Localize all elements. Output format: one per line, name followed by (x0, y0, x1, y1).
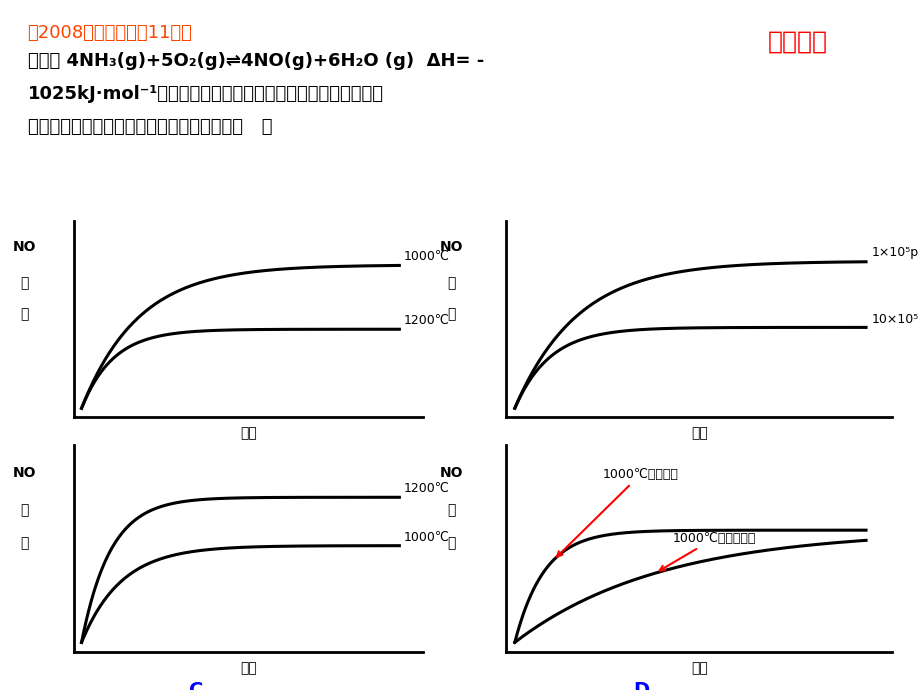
Text: 1200℃: 1200℃ (403, 482, 449, 495)
Text: 含: 含 (448, 503, 456, 517)
Text: 1000℃: 1000℃ (403, 531, 449, 544)
Text: 量: 量 (20, 307, 28, 322)
Text: B: B (633, 445, 648, 464)
Text: D: D (632, 681, 649, 690)
Text: 已知： 4NH₃(g)+5O₂(g)⇌4NO(g)+6H₂O (g)  ΔH= -: 已知： 4NH₃(g)+5O₂(g)⇌4NO(g)+6H₂O (g) ΔH= - (28, 52, 483, 70)
Text: 时间: 时间 (240, 426, 256, 440)
Text: （2008年浙江高考、11题）: （2008年浙江高考、11题） (28, 24, 192, 42)
Text: 1000℃: 1000℃ (403, 250, 449, 263)
Text: 1000℃、催化剑: 1000℃、催化剑 (557, 468, 677, 557)
Text: 含: 含 (448, 276, 456, 290)
Text: 10×10⁵pa: 10×10⁵pa (870, 313, 919, 326)
Text: 量: 量 (448, 536, 456, 550)
Text: 时间: 时间 (690, 661, 707, 675)
Text: 量: 量 (448, 307, 456, 322)
Text: NO: NO (13, 466, 37, 480)
Text: 量: 量 (20, 536, 28, 550)
Text: NO: NO (439, 466, 463, 480)
Text: 1200℃: 1200℃ (403, 315, 449, 327)
Text: 含: 含 (20, 503, 28, 517)
Text: 1×10⁵pa: 1×10⁵pa (870, 246, 919, 259)
Text: 时间: 时间 (690, 426, 707, 440)
Text: 1025kJ·mol⁻¹该反应是一个可逆反应。若反应物起始物质的量: 1025kJ·mol⁻¹该反应是一个可逆反应。若反应物起始物质的量 (28, 85, 383, 103)
Text: NO: NO (439, 241, 463, 255)
Text: 含: 含 (20, 276, 28, 290)
Text: NO: NO (13, 241, 37, 255)
Text: A: A (188, 445, 203, 464)
Text: 1000℃、无催化剑: 1000℃、无催化剑 (659, 532, 755, 571)
Text: 时间: 时间 (240, 661, 256, 675)
Text: C: C (188, 681, 203, 690)
Text: 走近高考: 走近高考 (767, 30, 827, 54)
Text: 相同，下列关于该反应的示意图不正确的是（   ）: 相同，下列关于该反应的示意图不正确的是（ ） (28, 118, 272, 136)
